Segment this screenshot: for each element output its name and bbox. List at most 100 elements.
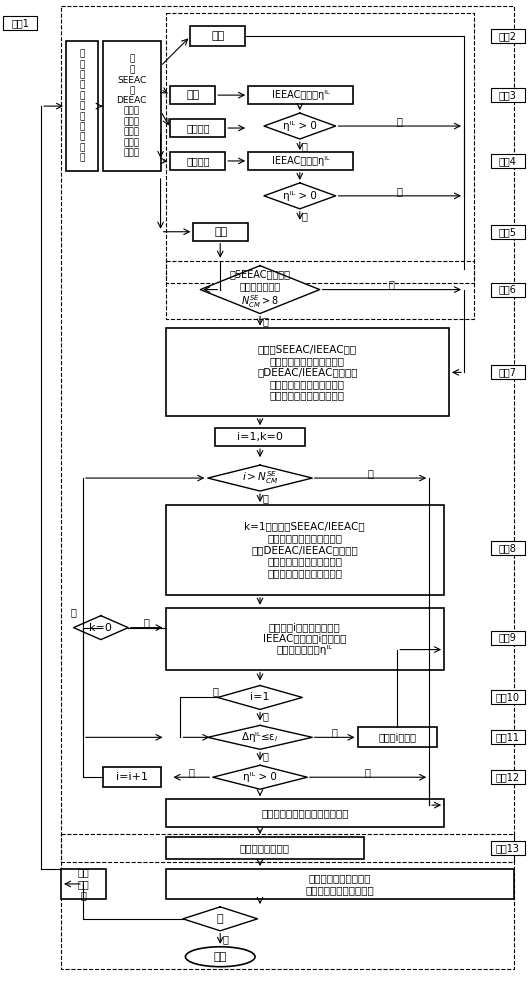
- FancyBboxPatch shape: [165, 799, 444, 827]
- Text: ηᴵᴸ > 0: ηᴵᴸ > 0: [283, 121, 317, 131]
- Polygon shape: [73, 616, 128, 640]
- FancyBboxPatch shape: [215, 428, 305, 446]
- FancyBboxPatch shape: [171, 152, 225, 170]
- Text: 稳定: 稳定: [211, 31, 224, 41]
- Text: 预
想
故
障
全
集
中
某
一
算
例: 预 想 故 障 全 集 中 某 一 算 例: [79, 50, 84, 163]
- FancyBboxPatch shape: [66, 41, 98, 171]
- FancyBboxPatch shape: [165, 505, 444, 595]
- FancyBboxPatch shape: [491, 541, 525, 555]
- FancyBboxPatch shape: [61, 869, 106, 899]
- FancyBboxPatch shape: [248, 152, 353, 170]
- Text: 否: 否: [367, 468, 373, 478]
- Polygon shape: [200, 266, 320, 314]
- Text: 疑似稳定: 疑似稳定: [186, 123, 210, 133]
- FancyBboxPatch shape: [491, 225, 525, 239]
- Polygon shape: [208, 725, 312, 749]
- Text: 否: 否: [262, 751, 268, 761]
- Text: ηᴵᴸ > 0: ηᴵᴸ > 0: [243, 772, 277, 782]
- Text: 步骤5: 步骤5: [499, 227, 517, 237]
- Text: 恢复第i台机组: 恢复第i台机组: [378, 732, 416, 742]
- Text: 步骤3: 步骤3: [499, 90, 517, 100]
- Text: 步骤13: 步骤13: [496, 843, 520, 853]
- Text: 否: 否: [302, 211, 308, 221]
- FancyBboxPatch shape: [165, 608, 444, 670]
- FancyBboxPatch shape: [491, 29, 525, 43]
- Text: 是: 是: [332, 727, 337, 737]
- FancyBboxPatch shape: [357, 727, 437, 747]
- Text: 步骤6: 步骤6: [499, 285, 517, 295]
- Text: k=1，针对由SEEAC/IEEAC识
别得到的各余下群机组，根
据由DEEAC/IEEAC获得的各
机转角速度求得各自切机近
似性价比，并由高到低排序: k=1，针对由SEEAC/IEEAC识 别得到的各余下群机组，根 据由DEEAC…: [244, 522, 365, 578]
- Text: 步骤2: 步骤2: [499, 31, 517, 41]
- Text: 步骤10: 步骤10: [496, 692, 520, 702]
- Text: 是: 是: [389, 280, 394, 290]
- Text: 结束: 结束: [214, 952, 227, 962]
- Polygon shape: [218, 685, 303, 709]
- Text: 是: 是: [217, 914, 223, 924]
- FancyBboxPatch shape: [191, 26, 245, 46]
- FancyBboxPatch shape: [491, 730, 525, 744]
- Text: 步骤4: 步骤4: [499, 156, 517, 166]
- Text: $i>N_{CM}^{SE}$: $i>N_{CM}^{SE}$: [242, 470, 278, 486]
- Text: 是: 是: [262, 493, 268, 503]
- Text: 否: 否: [262, 316, 268, 326]
- Text: 是: 是: [397, 116, 402, 126]
- Text: i=i+1: i=i+1: [116, 772, 148, 782]
- FancyBboxPatch shape: [103, 41, 161, 171]
- FancyBboxPatch shape: [491, 841, 525, 855]
- FancyBboxPatch shape: [171, 119, 225, 137]
- FancyBboxPatch shape: [3, 16, 37, 30]
- Text: 依序切第i台机组，并应用
IEEAC求得切除i台机组后
的暂态稳定裕度ηᴵᴸ: 依序切第i台机组，并应用 IEEAC求得切除i台机组后 的暂态稳定裕度ηᴵᴸ: [263, 622, 346, 655]
- Text: IEEAC分析得ηᴵᴸ: IEEAC分析得ηᴵᴸ: [271, 90, 329, 100]
- Text: 否: 否: [302, 141, 308, 151]
- Text: 应用现有最优控制策略搜索方法: 应用现有最优控制策略搜索方法: [261, 808, 348, 818]
- Text: 是: 是: [70, 607, 76, 617]
- FancyBboxPatch shape: [491, 283, 525, 297]
- Text: 由SEEAC识别得到
的领前群机组数
$N_{CM}^{SE}>8$: 由SEEAC识别得到 的领前群机组数 $N_{CM}^{SE}>8$: [230, 269, 290, 310]
- FancyBboxPatch shape: [491, 88, 525, 102]
- FancyBboxPatch shape: [171, 86, 215, 104]
- Text: k=0: k=0: [89, 623, 112, 633]
- FancyBboxPatch shape: [165, 328, 449, 416]
- FancyBboxPatch shape: [103, 767, 161, 787]
- Text: 步骤11: 步骤11: [496, 732, 520, 742]
- Text: 步骤7: 步骤7: [499, 367, 517, 377]
- FancyBboxPatch shape: [491, 770, 525, 784]
- Text: 取下
一算
例: 取下 一算 例: [78, 867, 89, 901]
- Text: 疑似失稳: 疑似失稳: [186, 156, 210, 166]
- Polygon shape: [183, 907, 258, 931]
- Text: Δηᴵᴸ≤ε$_i$: Δηᴵᴸ≤ε$_i$: [241, 730, 279, 744]
- Text: 针对由SEEAC/IEEAC识别
得到的各领前群机组，根据
由DEEAC/IEEAC获得的各
机转角速度求得各自切机近
似性价比，并由高到低排序: 针对由SEEAC/IEEAC识别 得到的各领前群机组，根据 由DEEAC/IEE…: [257, 344, 357, 401]
- Text: 根
据
SEEAC
和
DEEAC
分析结
果及其
比较信
息将算
例分类: 根 据 SEEAC 和 DEEAC 分析结 果及其 比较信 息将算 例分类: [117, 55, 147, 157]
- FancyBboxPatch shape: [165, 837, 364, 859]
- Text: 步骤8: 步骤8: [499, 543, 517, 553]
- Text: 步骤12: 步骤12: [496, 772, 520, 782]
- FancyBboxPatch shape: [491, 690, 525, 704]
- Polygon shape: [213, 765, 307, 789]
- Text: 临界: 临界: [186, 90, 200, 100]
- Text: IEEAC分析得ηᴵᴸ: IEEAC分析得ηᴵᴸ: [271, 156, 329, 166]
- Text: 步骤9: 步骤9: [499, 633, 517, 643]
- Text: i=1,k=0: i=1,k=0: [237, 432, 283, 442]
- FancyBboxPatch shape: [248, 86, 353, 104]
- Text: 控制策略搜索结束: 控制策略搜索结束: [240, 843, 290, 853]
- FancyBboxPatch shape: [165, 869, 514, 899]
- Text: 完成预想故障全集所有
算例最优控制策略的求取: 完成预想故障全集所有 算例最优控制策略的求取: [305, 873, 374, 895]
- FancyBboxPatch shape: [491, 365, 525, 379]
- Text: ηᴵᴸ > 0: ηᴵᴸ > 0: [283, 191, 317, 201]
- Text: 是: 是: [397, 186, 402, 196]
- Text: 失稳: 失稳: [214, 227, 228, 237]
- FancyBboxPatch shape: [491, 154, 525, 168]
- Text: 是: 是: [364, 767, 370, 777]
- Polygon shape: [264, 113, 336, 139]
- FancyBboxPatch shape: [491, 631, 525, 645]
- Text: 否: 否: [144, 618, 149, 628]
- Text: 步骤1: 步骤1: [11, 18, 29, 28]
- Ellipse shape: [185, 947, 255, 967]
- Polygon shape: [208, 465, 312, 491]
- FancyBboxPatch shape: [193, 223, 248, 241]
- Text: 是: 是: [212, 686, 218, 696]
- Text: 否: 否: [262, 711, 268, 721]
- Polygon shape: [264, 183, 336, 209]
- Text: 否: 否: [188, 767, 194, 777]
- Text: i=1: i=1: [250, 692, 270, 702]
